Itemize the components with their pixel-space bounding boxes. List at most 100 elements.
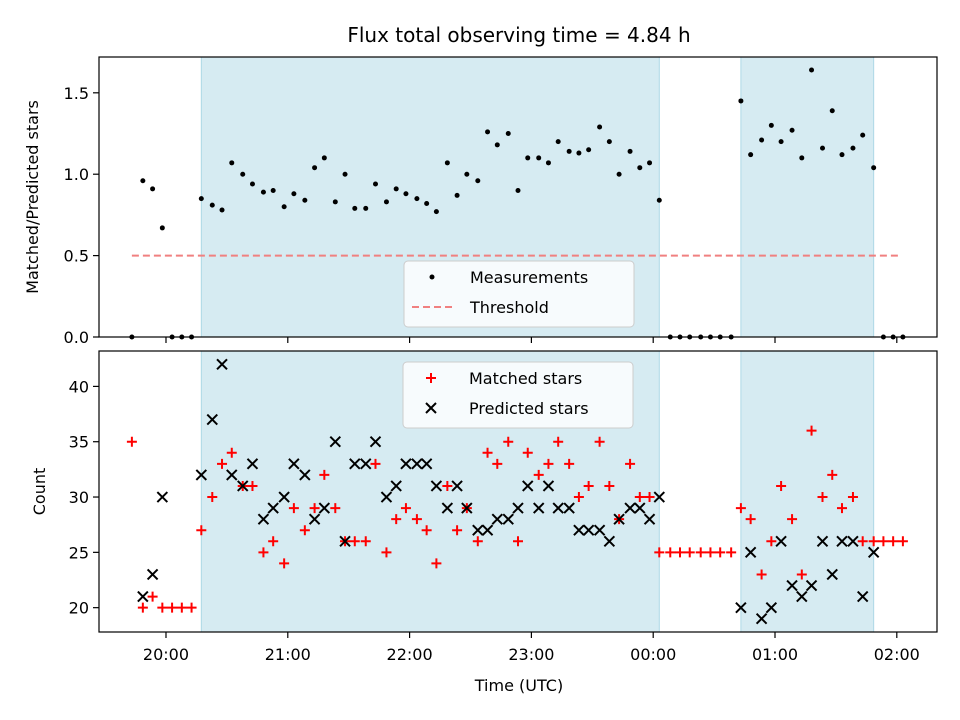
matched-stars-point-38 xyxy=(503,436,514,447)
legend-label-matched-stars: Matched stars xyxy=(469,369,582,388)
measurements-point-45 xyxy=(576,150,582,156)
measurements-point-9 xyxy=(209,202,215,208)
measurements-point-40 xyxy=(525,155,531,161)
measurements-point-70 xyxy=(829,108,835,114)
matched-stars-point-54 xyxy=(665,547,676,558)
legend-marker-predicted-stars xyxy=(425,402,437,414)
matched-stars-point-47 xyxy=(594,436,605,447)
axes-frame-counts xyxy=(98,350,938,633)
predicted-stars-point-56 xyxy=(796,590,808,603)
predicted-stars-point-7 xyxy=(226,469,238,481)
measurements-point-20 xyxy=(321,155,327,161)
predicted-stars-point-12 xyxy=(278,491,290,503)
measurements-point-32 xyxy=(444,160,450,166)
predicted-stars-point-24 xyxy=(400,458,412,470)
predicted-stars-point-28 xyxy=(441,502,454,514)
y-tick-label-counts: 20 xyxy=(69,599,89,618)
x-tick-label: 00:00 xyxy=(630,645,676,664)
matched-stars-point-64 xyxy=(766,536,777,547)
matched-stars-point-73 xyxy=(857,536,868,547)
measurements-point-68 xyxy=(809,67,815,73)
matched-stars-point-51 xyxy=(634,492,645,503)
measurements-point-52 xyxy=(647,160,653,166)
measurements-point-64 xyxy=(768,122,774,128)
predicted-stars-point-40 xyxy=(563,502,575,514)
measurements-point-24 xyxy=(363,205,369,211)
predicted-stars-point-35 xyxy=(512,502,524,514)
matched-stars-point-42 xyxy=(543,458,554,469)
matched-stars-point-61 xyxy=(735,503,746,514)
matched-stars-point-53 xyxy=(654,547,665,558)
matched-stars-point-26 xyxy=(381,547,392,558)
predicted-stars-point-53 xyxy=(765,601,778,614)
matched-stars-point-75 xyxy=(878,536,889,547)
matched-stars-point-45 xyxy=(573,492,584,503)
predicted-stars-point-5 xyxy=(206,413,218,426)
predicted-stars-point-41 xyxy=(573,524,585,536)
matched-stars-point-5 xyxy=(167,602,178,613)
measurements-point-43 xyxy=(555,139,561,145)
matched-stars-point-69 xyxy=(817,492,828,503)
matched-stars-point-37 xyxy=(492,458,503,469)
measurements-point-13 xyxy=(249,181,255,187)
measurements-point-4 xyxy=(159,225,165,231)
matched-stars-point-48 xyxy=(604,480,615,491)
matched-stars-point-70 xyxy=(827,469,838,480)
predicted-stars-point-43 xyxy=(593,524,606,536)
y-tick-label-counts: 35 xyxy=(69,433,89,452)
legend-box-counts xyxy=(402,361,634,429)
measurements-point-53 xyxy=(656,197,662,203)
x-tick-label: 21:00 xyxy=(265,645,311,664)
predicted-stars-point-59 xyxy=(826,568,838,581)
measurements-point-37 xyxy=(494,142,500,148)
matched-stars-point-14 xyxy=(258,547,269,558)
predicted-stars-point-22 xyxy=(380,491,393,503)
x-tick-label: 20:00 xyxy=(143,645,189,664)
measurements-point-34 xyxy=(464,171,470,177)
predicted-stars-point-31 xyxy=(472,524,484,536)
predicted-stars-point-63 xyxy=(867,546,880,559)
matched-stars-point-16 xyxy=(279,558,290,569)
measurements-point-39 xyxy=(515,187,521,193)
predicted-stars-point-48 xyxy=(643,513,656,525)
predicted-stars-point-15 xyxy=(308,513,321,525)
observing-window-2 xyxy=(740,56,875,338)
measurements-point-16 xyxy=(281,204,287,210)
y-axis-label-counts: Count xyxy=(30,468,49,516)
matched-stars-point-24 xyxy=(360,536,371,547)
measurements-point-19 xyxy=(312,165,318,171)
measurements-point-50 xyxy=(627,148,633,154)
legend-label-threshold: Threshold xyxy=(469,298,549,317)
matched-stars-point-32 xyxy=(442,480,453,491)
predicted-stars-point-14 xyxy=(299,469,311,481)
predicted-stars-point-58 xyxy=(816,535,829,547)
predicted-stars-point-33 xyxy=(491,513,504,525)
measurements-point-30 xyxy=(424,201,430,207)
measurements-point-63 xyxy=(759,137,765,143)
measurements-point-23 xyxy=(352,205,358,211)
matched-stars-point-21 xyxy=(330,503,341,514)
predicted-stars-point-45 xyxy=(613,513,625,525)
matched-stars-point-77 xyxy=(897,536,908,547)
matched-stars-point-62 xyxy=(745,514,756,525)
matched-stars-point-66 xyxy=(787,514,798,525)
measurements-point-27 xyxy=(393,186,399,192)
matched-stars-point-7 xyxy=(186,602,197,613)
y-tick-label-ratio: 1.0 xyxy=(64,165,89,184)
predicted-stars-point-19 xyxy=(349,458,361,470)
matched-stars-point-27 xyxy=(391,514,402,525)
measurements-point-62 xyxy=(748,152,754,158)
predicted-stars-point-37 xyxy=(532,502,545,514)
predicted-stars-point-54 xyxy=(775,535,787,547)
y-axis-label-ratio: Matched/Predicted stars xyxy=(23,100,42,294)
matched-stars-point-65 xyxy=(776,480,787,491)
y-tick-label-counts: 40 xyxy=(69,377,89,396)
measurements-point-21 xyxy=(332,199,338,205)
predicted-stars-point-11 xyxy=(267,502,279,514)
predicted-stars-point-8 xyxy=(237,480,249,492)
matched-stars-point-4 xyxy=(157,602,168,613)
predicted-stars-point-6 xyxy=(216,358,228,370)
legend-marker-matched-stars xyxy=(426,373,436,383)
matched-stars-point-1 xyxy=(126,436,137,447)
